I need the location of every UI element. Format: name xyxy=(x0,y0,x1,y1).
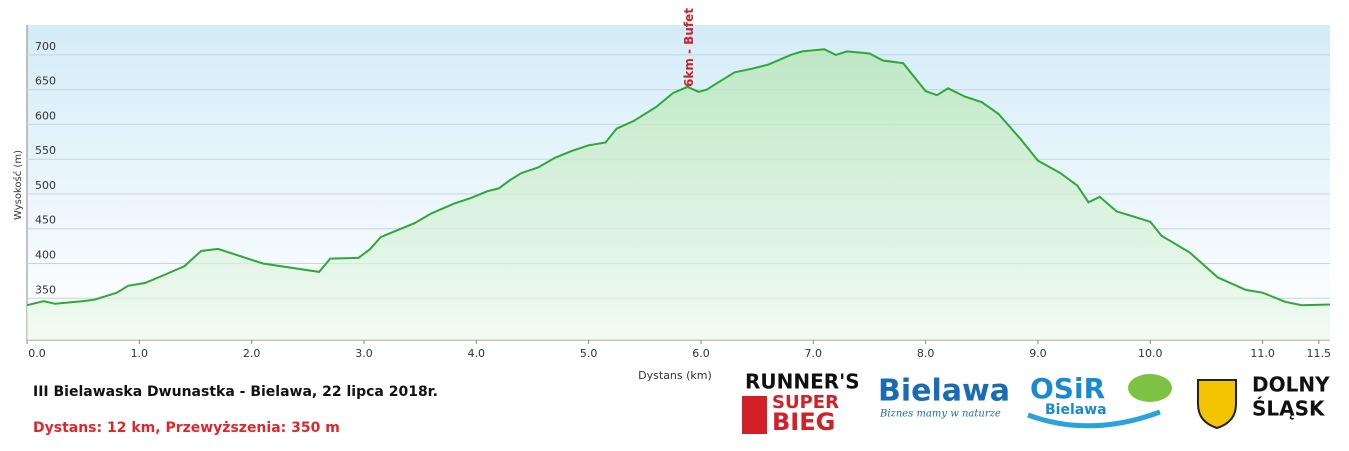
logo-text: DOLNY xyxy=(1252,373,1330,397)
y-tick-label: 400 xyxy=(35,249,56,262)
x-tick-label: 10.0 xyxy=(1138,347,1163,360)
logo-dolny: DOLNY ŚLĄSK xyxy=(1197,373,1330,430)
x-label: Dystans (km) xyxy=(638,369,712,382)
line xyxy=(26,48,1331,307)
x-tick-label: 0.0 xyxy=(28,347,46,360)
x-tick-label: 1.0 xyxy=(131,347,149,360)
logo-text: BIEG xyxy=(772,408,835,436)
footer-title: III Bielawaska Dwunastka - Bielawa, 22 l… xyxy=(33,384,438,400)
y-tick-label: 700 xyxy=(35,40,56,53)
x-tick-label: 8.0 xyxy=(917,347,935,360)
y-tick-label: 350 xyxy=(35,283,56,296)
y-tick-label: 600 xyxy=(35,109,56,122)
x-tick-label: 7.0 xyxy=(805,347,823,360)
footer-info: Dystans: 12 km, Przewyższenia: 350 m xyxy=(33,420,340,436)
area xyxy=(27,49,1330,341)
x-tick-label: 11.0 xyxy=(1250,347,1275,360)
logo-text: Bielawa xyxy=(878,374,1010,409)
logo-text: Biznes mamy w naturze xyxy=(879,409,1001,420)
logo-owl xyxy=(1128,374,1172,402)
logo-icon xyxy=(742,396,767,434)
x-tick-label: 6.0 xyxy=(692,347,710,360)
x-tick-label: 9.0 xyxy=(1029,347,1047,360)
logo-text: SUPER xyxy=(772,392,839,413)
x-tick-label: 3.0 xyxy=(355,347,373,360)
logo-text: RUNNER'S xyxy=(745,370,860,394)
logo-text: Bielawa xyxy=(1045,402,1107,418)
y-tick-label: 650 xyxy=(35,75,56,88)
y-tick-label: 550 xyxy=(35,144,56,157)
logo-text: ŚLĄSK xyxy=(1252,397,1326,421)
y-label: Wysokość (m) xyxy=(12,150,24,220)
logo-shield xyxy=(1197,379,1237,430)
annotation: 6km - Bufet xyxy=(682,8,696,87)
logo-bielawa: Bielawa Biznes mamy w naturze xyxy=(878,374,1010,420)
x-tick-label: 2.0 xyxy=(243,347,261,360)
x-tick-label: 5.0 xyxy=(580,347,598,360)
logo-swoosh xyxy=(1027,409,1161,429)
y-tick-label: 500 xyxy=(35,179,56,192)
y-tick-label: 450 xyxy=(35,214,56,227)
x-tick-label: 4.0 xyxy=(468,347,486,360)
logo-osir: OSiR Bielawa xyxy=(1027,372,1172,429)
x-tick-label: 11.5 xyxy=(1307,347,1332,360)
logo-runners: RUNNER'S SUPER BIEG xyxy=(742,370,860,436)
logo-text: OSiR xyxy=(1030,372,1105,405)
